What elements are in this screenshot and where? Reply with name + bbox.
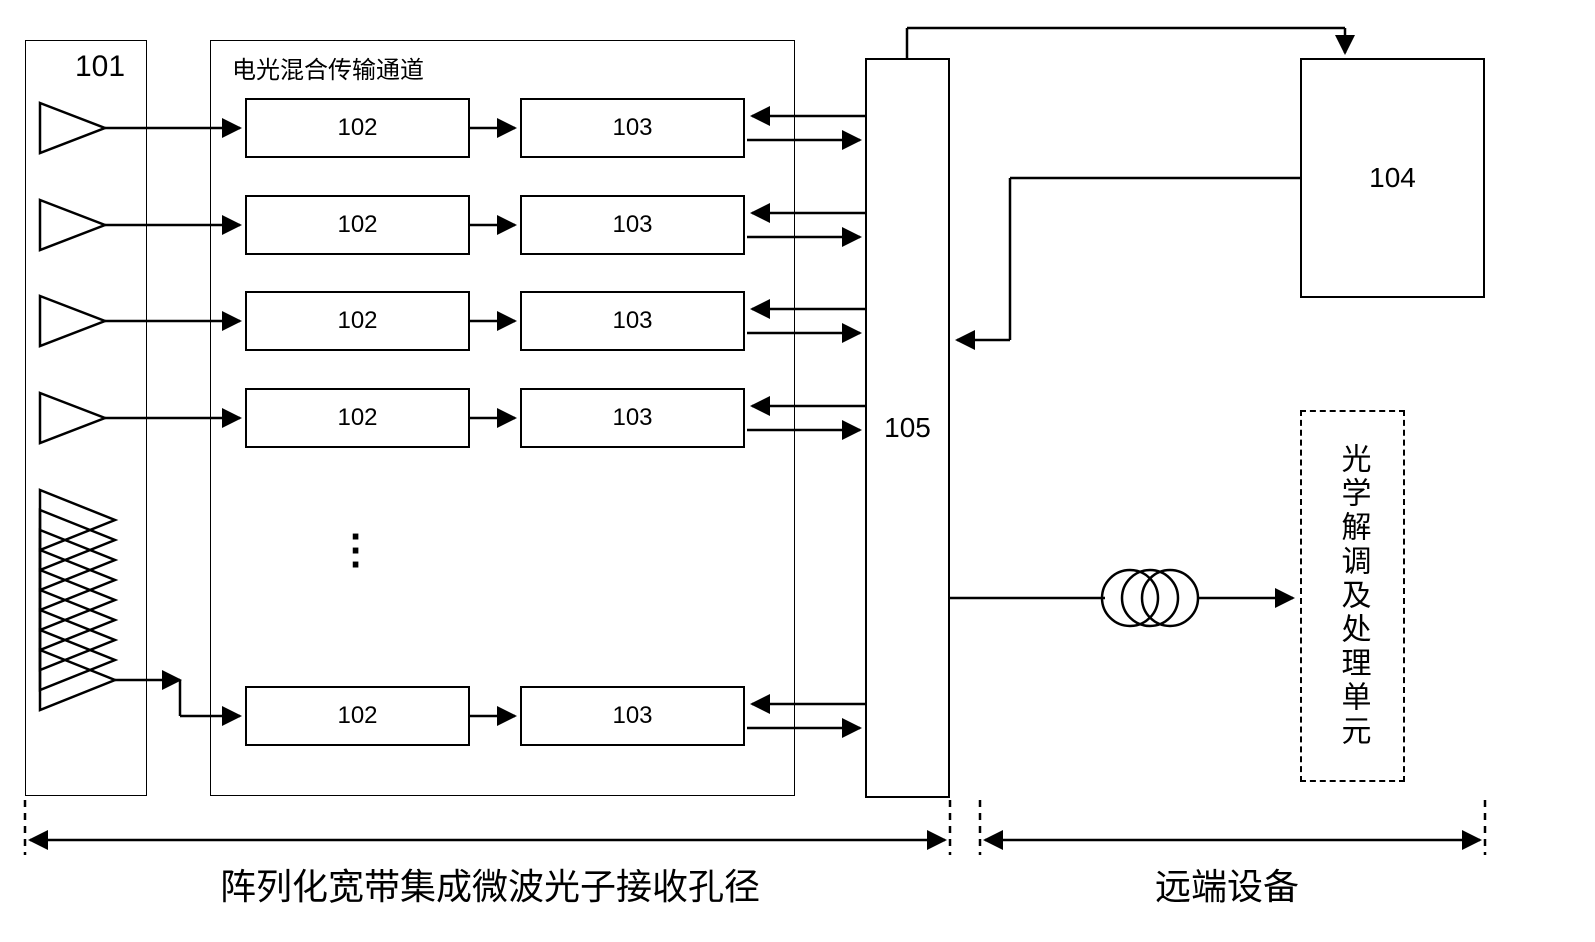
block-103-row4: 103 <box>520 388 745 448</box>
diagram-canvas: 101 电光混合传输通道 102 103 102 103 102 103 102… <box>10 10 1585 932</box>
channel-group-title: 电光混合传输通道 <box>232 50 424 85</box>
block-103-text: 103 <box>612 404 652 432</box>
label-101: 101 <box>75 50 125 84</box>
block-102-text: 102 <box>337 702 377 730</box>
block-102-row5: 102 <box>245 686 470 746</box>
block-103-row5: 103 <box>520 686 745 746</box>
block-102-text: 102 <box>337 307 377 335</box>
block-104: 104 <box>1300 58 1485 298</box>
block-103-text: 103 <box>612 114 652 142</box>
block-103-text: 103 <box>612 307 652 335</box>
antenna-group-box <box>25 40 147 796</box>
block-102-text: 102 <box>337 114 377 142</box>
span-left-label: 阵列化宽带集成微波光子接收孔径 <box>220 858 760 910</box>
block-102-text: 102 <box>337 404 377 432</box>
block-103-row2: 103 <box>520 195 745 255</box>
block-105-text: 105 <box>884 412 931 444</box>
block-103-row3: 103 <box>520 291 745 351</box>
block-102-row3: 102 <box>245 291 470 351</box>
span-right-label: 远端设备 <box>1155 858 1299 910</box>
block-103-text: 103 <box>612 211 652 239</box>
block-105: 105 <box>865 58 950 798</box>
block-102-row1: 102 <box>245 98 470 158</box>
block-104-text: 104 <box>1369 162 1416 194</box>
block-103-row1: 103 <box>520 98 745 158</box>
optical-unit-label: 光学解调及处理单元 <box>1331 443 1375 749</box>
block-102-row4: 102 <box>245 388 470 448</box>
optical-unit-box: 光学解调及处理单元 <box>1300 410 1405 782</box>
block-102-row2: 102 <box>245 195 470 255</box>
block-102-text: 102 <box>337 211 377 239</box>
ellipsis-dots: ··· <box>350 530 363 572</box>
block-103-text: 103 <box>612 702 652 730</box>
